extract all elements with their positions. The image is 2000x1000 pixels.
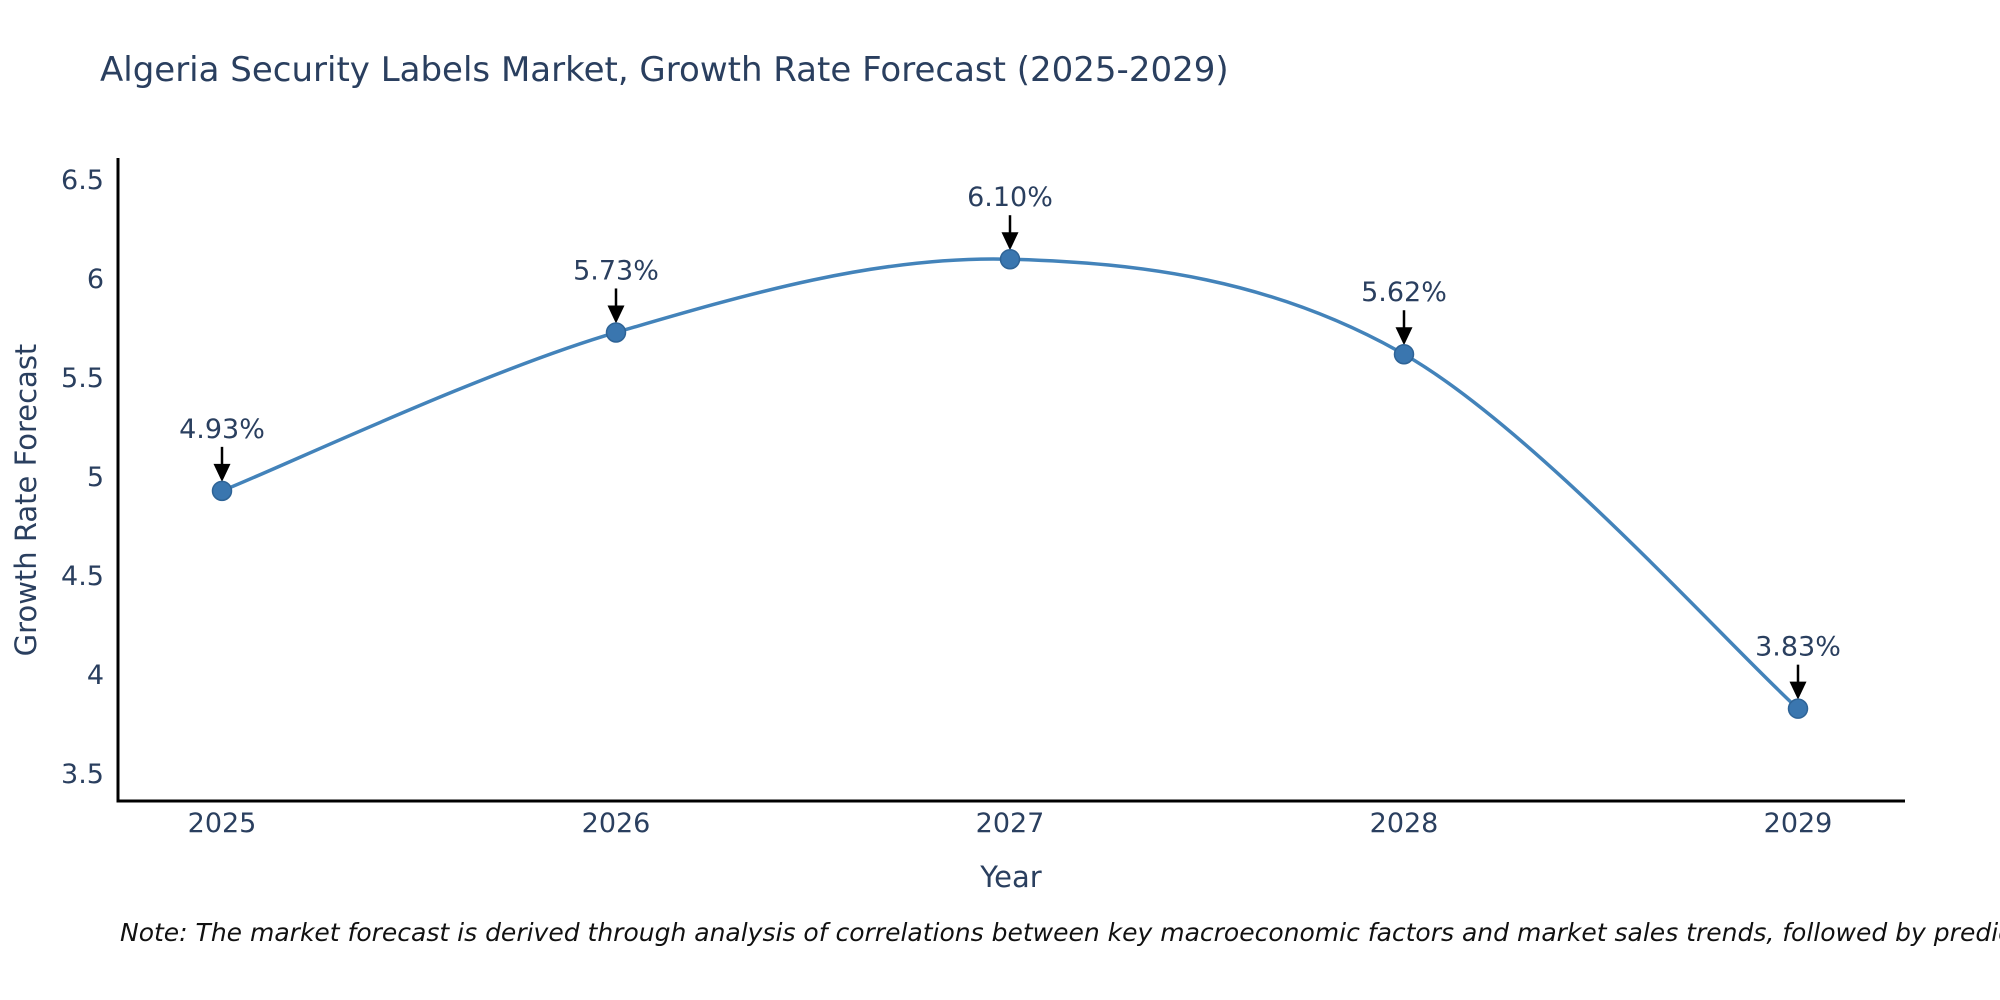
annotation-arrowhead-icon — [607, 305, 625, 324]
x-axis-title: Year — [980, 860, 1042, 894]
x-tick-label: 2027 — [976, 808, 1045, 839]
y-tick-label: 5.5 — [61, 363, 104, 394]
y-tick-label: 5 — [87, 462, 104, 493]
data-point[interactable] — [211, 480, 233, 502]
y-tick-label: 4.5 — [61, 561, 104, 592]
annotation-arrowhead-icon — [1395, 327, 1413, 346]
line-series — [221, 257, 1800, 710]
data-point[interactable] — [1787, 698, 1809, 719]
annotation-label: 3.83% — [1755, 632, 1841, 663]
data-point[interactable] — [605, 322, 627, 343]
y-tick-label: 6 — [87, 264, 104, 295]
y-tick-label: 3.5 — [61, 759, 104, 790]
x-tick-label: 2026 — [582, 808, 651, 839]
annotation-arrowhead-icon — [1001, 232, 1019, 251]
data-point[interactable] — [1393, 343, 1415, 365]
annotation-label: 5.73% — [573, 255, 659, 286]
x-tick-label: 2028 — [1370, 808, 1439, 839]
annotation-label: 6.10% — [967, 182, 1053, 213]
y-tick-label: 4 — [87, 660, 104, 691]
x-tick-label: 2029 — [1764, 808, 1833, 839]
chart-title: Algeria Security Labels Market, Growth R… — [100, 50, 1229, 90]
footnote-text: Note: The market forecast is derived thr… — [120, 918, 2000, 947]
annotation-arrowhead-icon — [213, 463, 231, 482]
x-tick-label: 2025 — [188, 808, 257, 839]
data-point[interactable] — [999, 248, 1021, 270]
annotation-label: 5.62% — [1361, 277, 1447, 308]
annotation-arrowhead-icon — [1789, 681, 1807, 700]
y-tick-label: 6.5 — [61, 165, 104, 196]
annotation-label: 4.93% — [179, 414, 265, 445]
